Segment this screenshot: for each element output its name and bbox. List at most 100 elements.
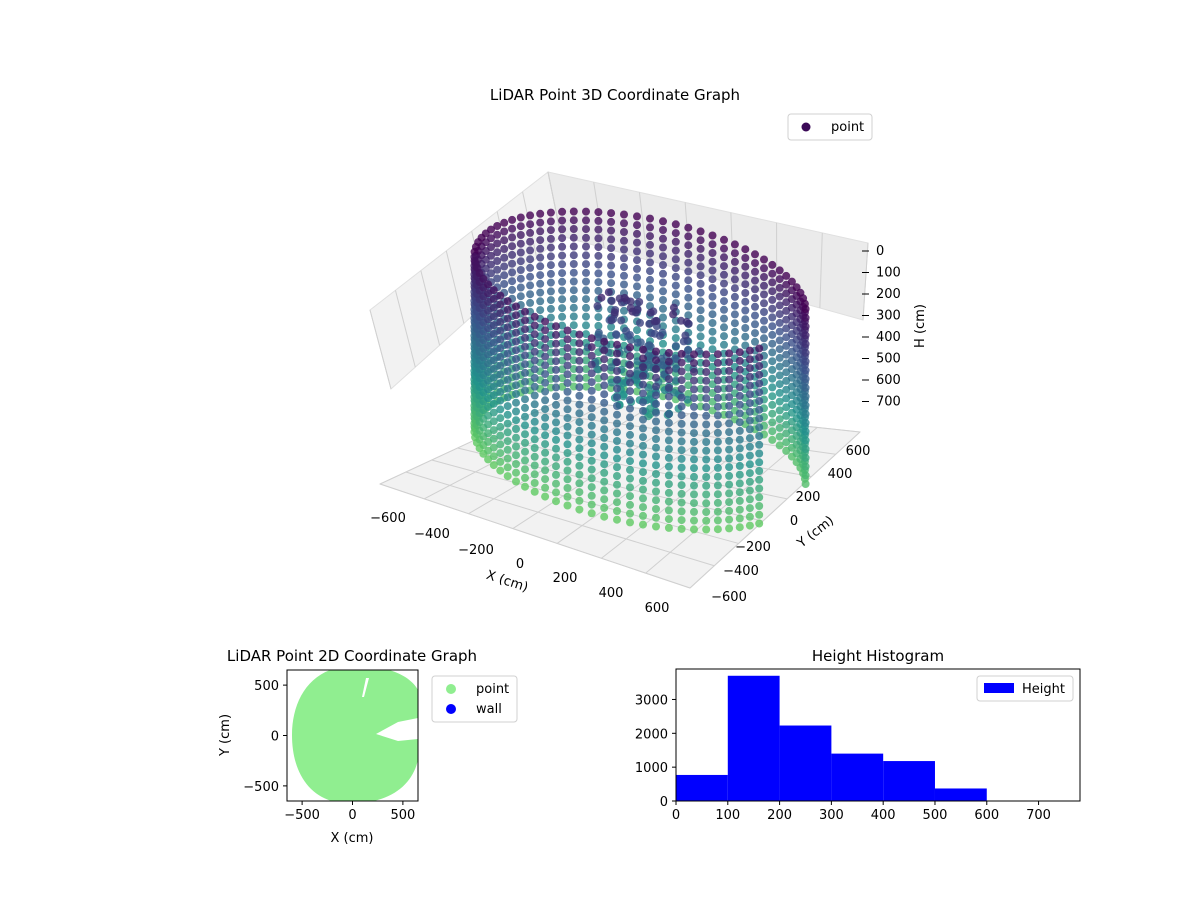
point-3d <box>607 262 615 270</box>
point-3d <box>521 343 529 351</box>
point-3d <box>665 480 673 488</box>
point-3d <box>496 370 504 378</box>
chart-title-2d: LiDAR Point 2D Coordinate Graph <box>227 647 477 665</box>
legend-2d: point wall <box>432 676 517 722</box>
point-3d <box>613 358 621 366</box>
point-3d <box>496 414 504 422</box>
z-tick-3d: 0 <box>876 244 884 259</box>
point-3d <box>746 408 754 416</box>
point-3d <box>697 297 705 305</box>
point-3d <box>504 437 512 445</box>
y-tick-3d: −400 <box>723 564 759 579</box>
point-3d <box>626 396 634 404</box>
point-3d <box>646 241 654 249</box>
point-3d <box>558 208 566 216</box>
point-3d <box>558 313 566 321</box>
point-3d <box>736 479 744 487</box>
point-3d <box>552 392 560 400</box>
point-3d <box>690 525 698 533</box>
point-3d <box>512 390 520 398</box>
point-3d <box>517 249 525 257</box>
point-3d <box>536 227 544 235</box>
point-3d <box>613 350 621 358</box>
histogram-bar <box>780 726 832 801</box>
point-3d <box>697 271 705 279</box>
point-3d <box>504 341 512 349</box>
point-3d <box>768 261 776 269</box>
point-3d <box>575 497 583 505</box>
point-3d <box>496 458 504 466</box>
point-3d <box>536 262 544 270</box>
point-3d <box>620 211 628 219</box>
point-3d <box>755 371 763 379</box>
point-3d <box>702 359 710 367</box>
point-3d <box>575 339 583 347</box>
point-3d <box>541 370 549 378</box>
point-3d <box>802 393 810 401</box>
point-3d <box>725 384 733 392</box>
point-3d <box>552 471 560 479</box>
chart-title-3d: LiDAR Point 3D Coordinate Graph <box>490 86 740 104</box>
point-3d <box>760 308 768 316</box>
point-3d <box>633 265 641 273</box>
point-3d <box>646 223 654 231</box>
point-3d <box>552 488 560 496</box>
point-3d <box>768 357 776 365</box>
point-3d <box>547 305 555 313</box>
point-3d <box>702 403 710 411</box>
x-tick-3d: 600 <box>645 601 670 616</box>
y-axis-label-3d: Y (cm) <box>794 513 837 551</box>
point-3d <box>720 315 728 323</box>
point-3d <box>512 346 520 354</box>
point-3d <box>725 419 733 427</box>
point-3d <box>626 352 634 360</box>
point-3d <box>508 216 516 224</box>
point-3d <box>639 363 647 371</box>
point-3d <box>521 325 529 333</box>
point-3d <box>541 493 549 501</box>
point-3d <box>736 357 744 365</box>
point-3d <box>588 369 596 377</box>
point-3d <box>639 468 647 476</box>
point-3d <box>588 334 596 342</box>
point-3d <box>736 506 744 514</box>
point-3d <box>746 495 754 503</box>
point-3d <box>504 367 512 375</box>
point-3d <box>652 391 660 399</box>
point-3d <box>633 326 641 334</box>
point-3d <box>768 322 776 330</box>
point-3d <box>709 302 717 310</box>
point-3d <box>659 244 667 252</box>
point-3d <box>526 290 534 298</box>
point-3d <box>517 257 525 265</box>
point-3d <box>588 413 596 421</box>
point-3d <box>639 424 647 432</box>
point-3d <box>531 383 539 391</box>
point-3d <box>496 388 504 396</box>
point-3d <box>760 334 768 342</box>
point-3d <box>725 507 733 515</box>
point-3d <box>725 402 733 410</box>
point-3d <box>613 367 621 375</box>
point-3d <box>714 429 722 437</box>
point-3d <box>531 330 539 338</box>
point-3d <box>504 358 512 366</box>
point-3d <box>552 436 560 444</box>
point-3d <box>626 466 634 474</box>
point-3d <box>508 268 516 276</box>
point-3d <box>709 337 717 345</box>
legend-label-height: Height <box>1022 682 1065 697</box>
point-3d <box>613 393 621 401</box>
point-3d <box>725 393 733 401</box>
point-3d <box>541 440 549 448</box>
point-3d <box>702 491 710 499</box>
point-3d <box>731 310 739 318</box>
point-3d <box>582 234 590 242</box>
point-3d <box>702 517 710 525</box>
point-3d <box>690 403 698 411</box>
point-3d <box>564 484 572 492</box>
y-tick-histogram: 2000 <box>635 727 668 742</box>
point-3d <box>536 271 544 279</box>
point-3d <box>621 294 629 302</box>
histogram-bar <box>935 788 987 801</box>
